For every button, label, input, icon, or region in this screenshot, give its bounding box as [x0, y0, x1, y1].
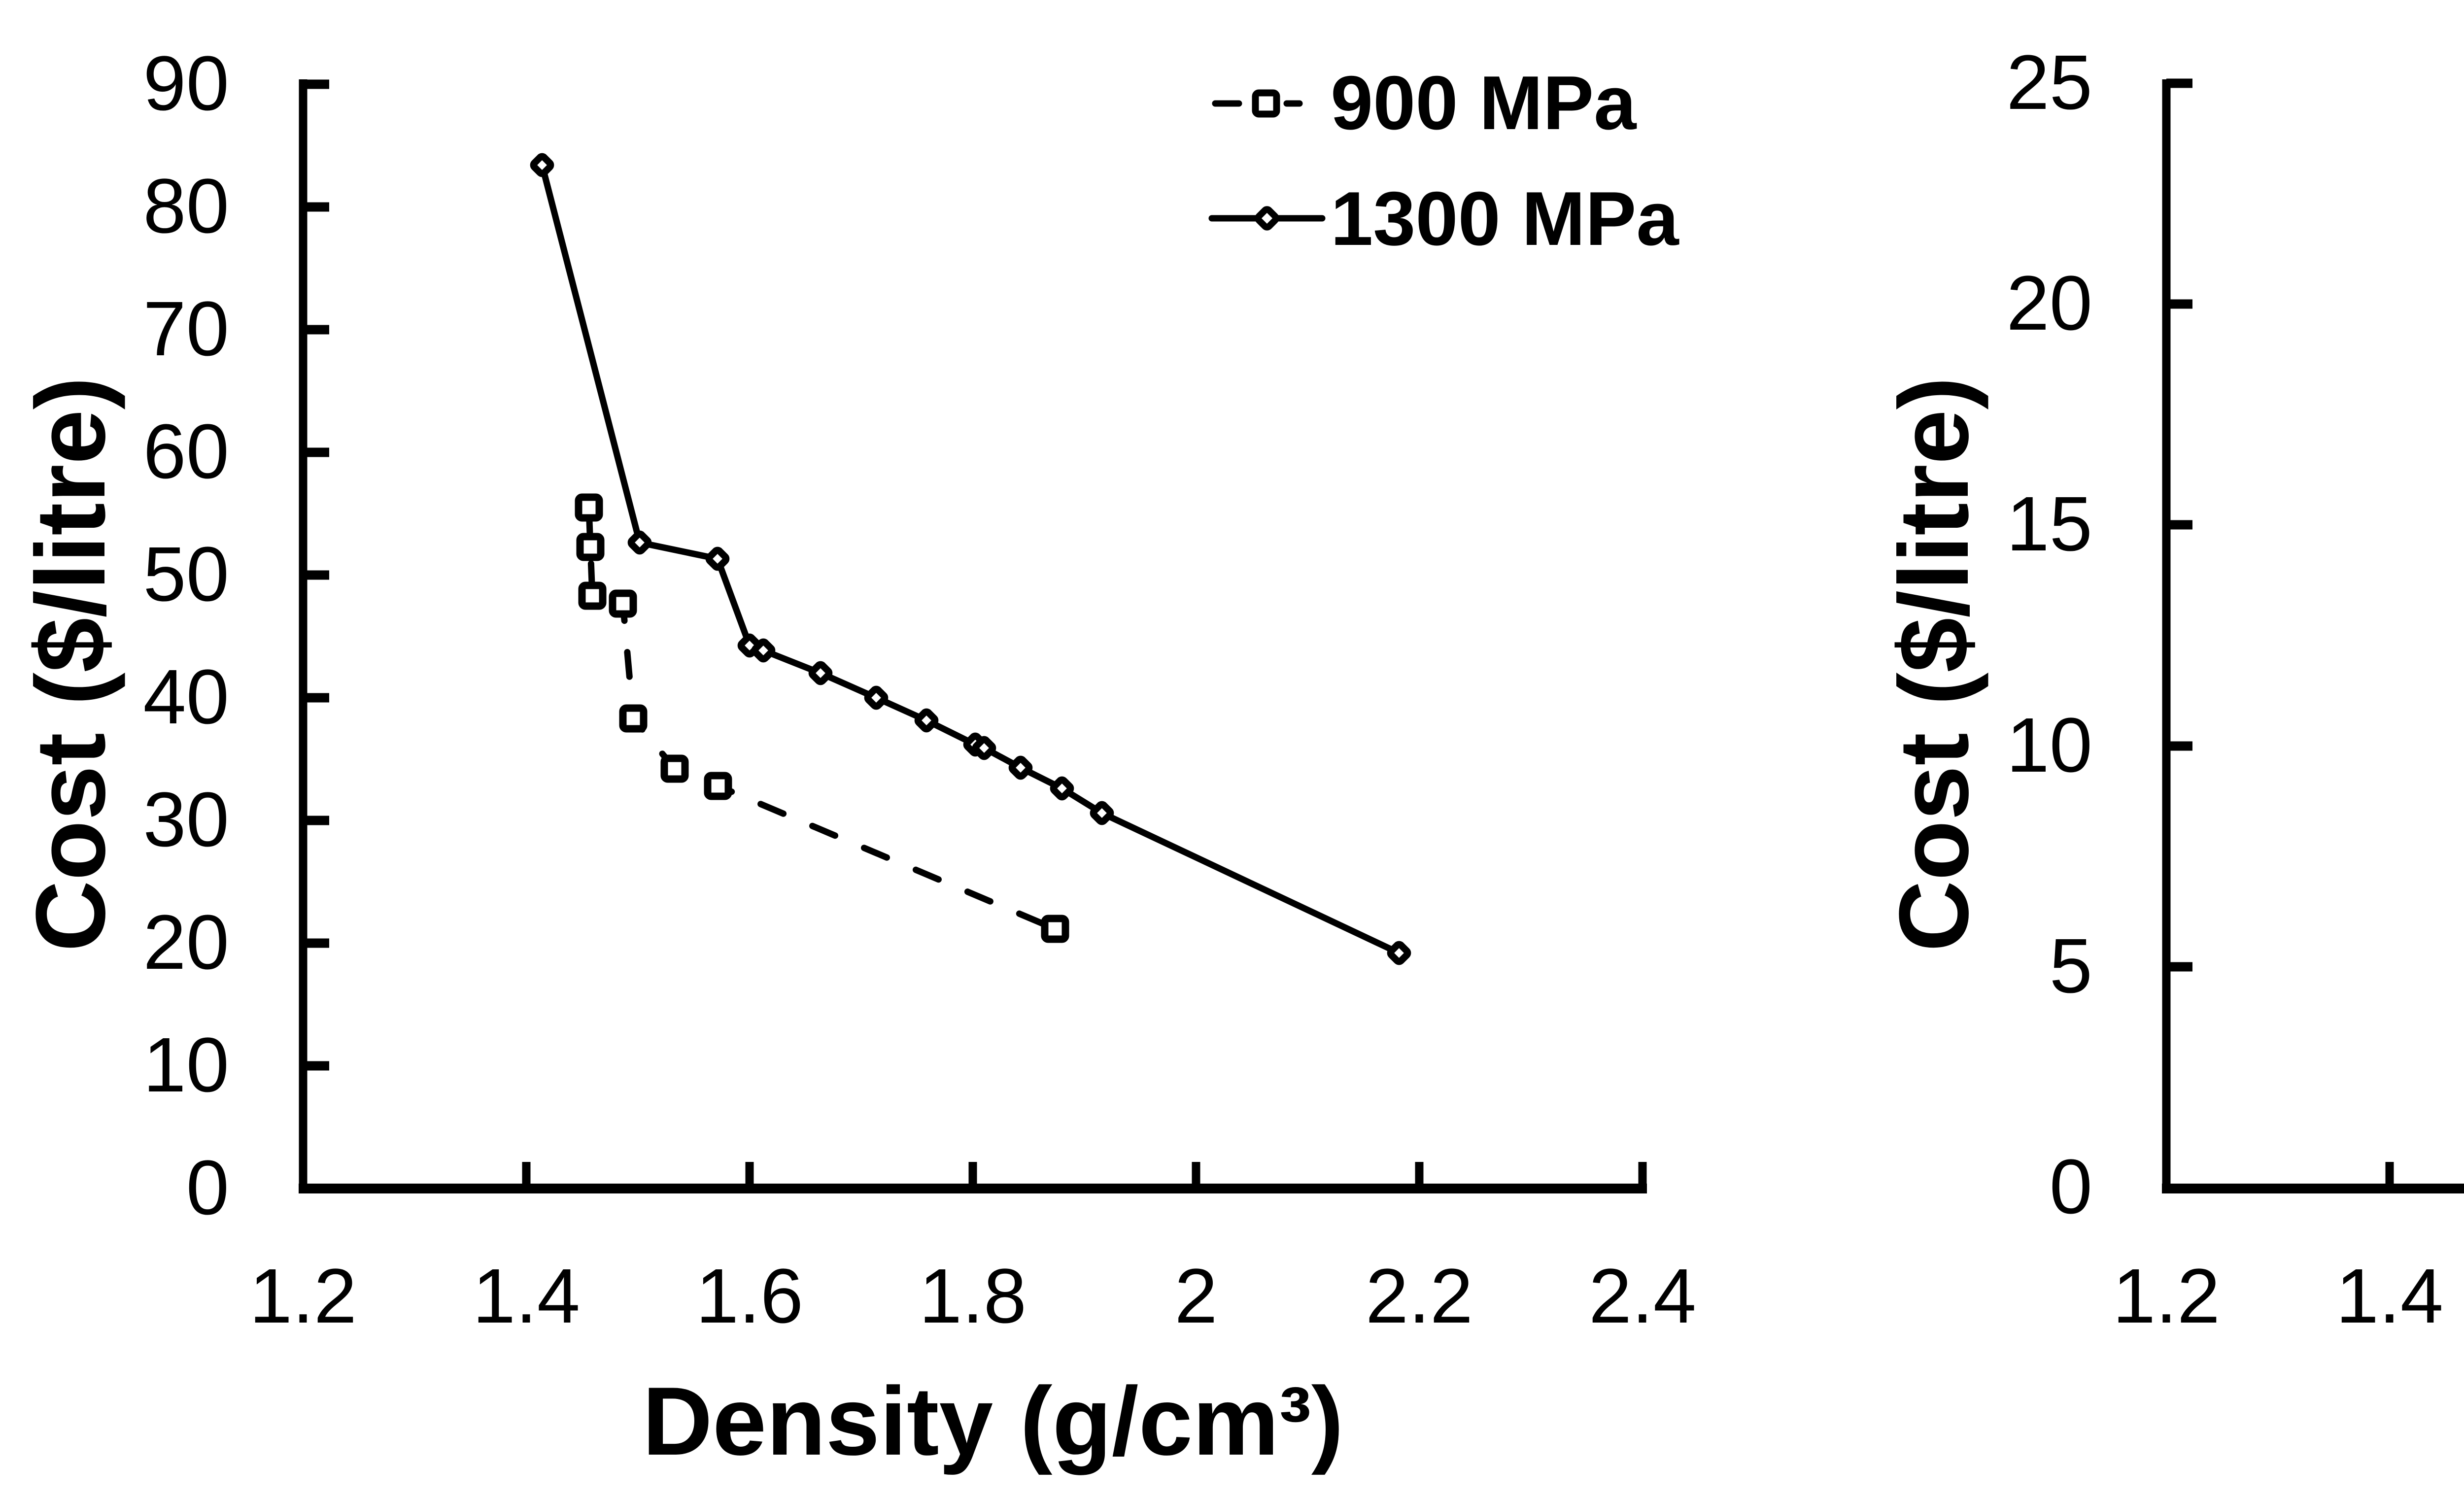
svg-text:1.4: 1.4: [473, 1253, 580, 1339]
svg-text:2.2: 2.2: [1366, 1253, 1473, 1339]
svg-text:40: 40: [143, 654, 229, 740]
svg-text:0: 0: [186, 1145, 229, 1231]
svg-text:Cost ($/litre): Cost ($/litre): [1879, 377, 1989, 952]
svg-text:90: 90: [143, 40, 229, 127]
svg-text:1.4: 1.4: [2336, 1253, 2443, 1339]
svg-text:15: 15: [2006, 481, 2092, 567]
svg-text:1.2: 1.2: [249, 1253, 357, 1339]
svg-text:20: 20: [2006, 260, 2092, 346]
svg-text:25: 25: [2006, 39, 2092, 126]
svg-text:900 MPa: 900 MPa: [1331, 60, 1637, 145]
svg-text:Cost ($/litre): Cost ($/litre): [16, 377, 126, 952]
svg-text:0: 0: [2050, 1144, 2092, 1230]
svg-text:30: 30: [143, 777, 229, 863]
svg-text:2.4: 2.4: [1589, 1253, 1696, 1339]
svg-text:70: 70: [143, 286, 229, 372]
svg-text:1.2: 1.2: [2113, 1253, 2220, 1339]
svg-text:5: 5: [2050, 923, 2092, 1009]
svg-text:60: 60: [143, 408, 229, 495]
svg-text:50: 50: [143, 531, 229, 617]
svg-text:20: 20: [143, 899, 229, 986]
svg-text:80: 80: [143, 163, 229, 249]
svg-text:1300 MPa: 1300 MPa: [1331, 176, 1679, 261]
svg-text:1.8: 1.8: [919, 1253, 1027, 1339]
svg-text:2: 2: [1174, 1253, 1217, 1339]
svg-text:1.6: 1.6: [696, 1253, 803, 1339]
svg-text:10: 10: [2006, 702, 2092, 788]
svg-text:Density (g/cm³): Density (g/cm³): [643, 1367, 1344, 1475]
svg-text:10: 10: [143, 1022, 229, 1108]
